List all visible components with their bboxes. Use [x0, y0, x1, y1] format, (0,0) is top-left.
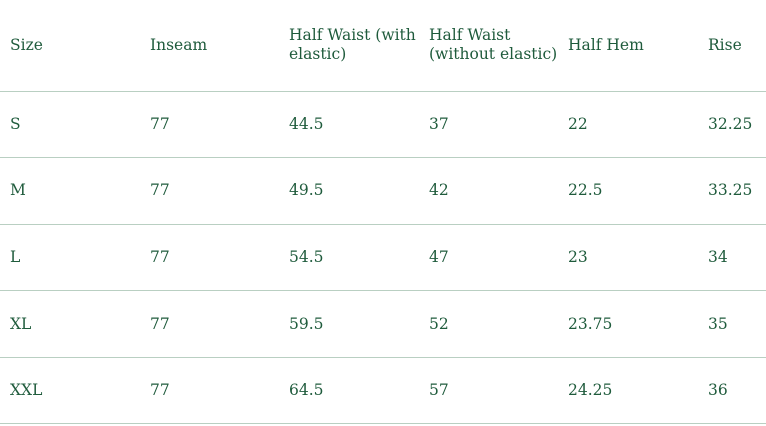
cell-size: XXL — [0, 357, 140, 425]
table-row: XL 77 59.5 52 23.75 35 — [0, 290, 766, 358]
table-body: S 77 44.5 37 22 32.25 M 77 49.5 42 22.5 … — [0, 91, 766, 425]
cell-size: L — [0, 224, 140, 292]
cell-inseam: 77 — [140, 91, 279, 159]
cell-size: XL — [0, 290, 140, 358]
cell-rise: 33.25 — [698, 157, 766, 225]
cell-rise: 32.25 — [698, 91, 766, 159]
cell-rise: 35 — [698, 290, 766, 358]
table-row: S 77 44.5 37 22 32.25 — [0, 91, 766, 159]
cell-rise: 36 — [698, 357, 766, 425]
cell-inseam: 77 — [140, 290, 279, 358]
cell-half-hem: 22 — [558, 91, 698, 159]
header-rise: Rise — [698, 0, 766, 92]
table-header: Size Inseam Half Waist (with elastic) Ha… — [0, 0, 766, 92]
cell-half-waist-without-elastic: 42 — [419, 157, 558, 225]
cell-size: S — [0, 91, 140, 159]
cell-half-waist-with-elastic: 59.5 — [279, 290, 419, 358]
header-inseam: Inseam — [140, 0, 279, 92]
header-half-hem: Half Hem — [558, 0, 698, 92]
header-half-waist-with-elastic: Half Waist (with elastic) — [279, 0, 419, 92]
header-size: Size — [0, 0, 140, 92]
cell-half-waist-without-elastic: 47 — [419, 224, 558, 292]
table-row: XXL 77 64.5 57 24.25 36 — [0, 357, 766, 425]
cell-inseam: 77 — [140, 224, 279, 292]
cell-half-waist-without-elastic: 37 — [419, 91, 558, 159]
cell-rise: 34 — [698, 224, 766, 292]
cell-inseam: 77 — [140, 357, 279, 425]
cell-half-waist-with-elastic: 64.5 — [279, 357, 419, 425]
cell-half-hem: 23.75 — [558, 290, 698, 358]
cell-half-waist-with-elastic: 49.5 — [279, 157, 419, 225]
cell-half-waist-without-elastic: 52 — [419, 290, 558, 358]
table-row: M 77 49.5 42 22.5 33.25 — [0, 157, 766, 225]
cell-half-hem: 23 — [558, 224, 698, 292]
cell-half-waist-with-elastic: 44.5 — [279, 91, 419, 159]
cell-half-hem: 22.5 — [558, 157, 698, 225]
cell-half-waist-without-elastic: 57 — [419, 357, 558, 425]
header-row: Size Inseam Half Waist (with elastic) Ha… — [0, 0, 766, 92]
cell-half-hem: 24.25 — [558, 357, 698, 425]
cell-size: M — [0, 157, 140, 225]
table-row: L 77 54.5 47 23 34 — [0, 224, 766, 292]
cell-inseam: 77 — [140, 157, 279, 225]
cell-half-waist-with-elastic: 54.5 — [279, 224, 419, 292]
header-half-waist-without-elastic: Half Waist (without elastic) — [419, 0, 558, 92]
